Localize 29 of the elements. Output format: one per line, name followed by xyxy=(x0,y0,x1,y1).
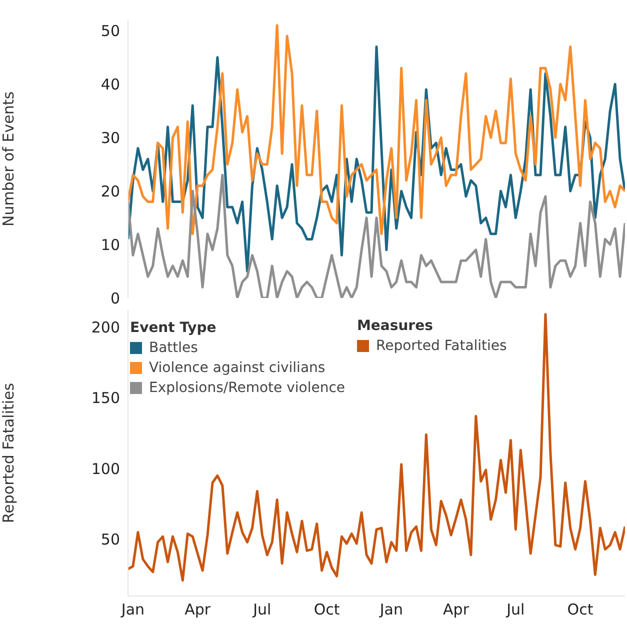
y-tick-label: 40 xyxy=(100,75,120,94)
y-tick-label: 30 xyxy=(100,128,120,147)
y-tick-label: 100 xyxy=(91,460,120,478)
x-tick-label: Oct xyxy=(314,600,340,619)
y-tick-label: 10 xyxy=(100,236,120,254)
line-series xyxy=(128,313,625,582)
x-tick-label: Jul xyxy=(252,600,272,619)
y-tick-label: 20 xyxy=(100,182,120,200)
legend-title: Measures xyxy=(357,317,434,336)
x-tick-label: Jul xyxy=(506,600,525,619)
x-tick-label: Apr xyxy=(184,600,212,619)
x-tick-label: Jan xyxy=(120,600,145,619)
legend-label: Reported Fatalities xyxy=(376,337,507,356)
y-tick-label: 150 xyxy=(91,389,120,408)
x-tick-label: Apr xyxy=(443,600,470,619)
y-tick-label: 50 xyxy=(100,22,120,40)
y-axis-title: Reported Fatalities xyxy=(0,382,18,524)
legend-label: Violence against civilians xyxy=(149,359,326,378)
line-series xyxy=(128,174,625,298)
y-tick-label: 200 xyxy=(91,318,120,336)
legend-label: Battles xyxy=(149,339,198,358)
legend-title: Event Type xyxy=(130,319,218,338)
x-tick-label: Jan xyxy=(378,600,403,619)
y-axis-title: Number of Events xyxy=(0,91,18,227)
y-tick-label: 0 xyxy=(110,289,120,308)
legend-label: Explosions/Remote violence xyxy=(149,379,345,398)
x-tick-label: Oct xyxy=(567,600,594,619)
line-series xyxy=(128,24,625,236)
y-tick-label: 50 xyxy=(100,530,120,549)
